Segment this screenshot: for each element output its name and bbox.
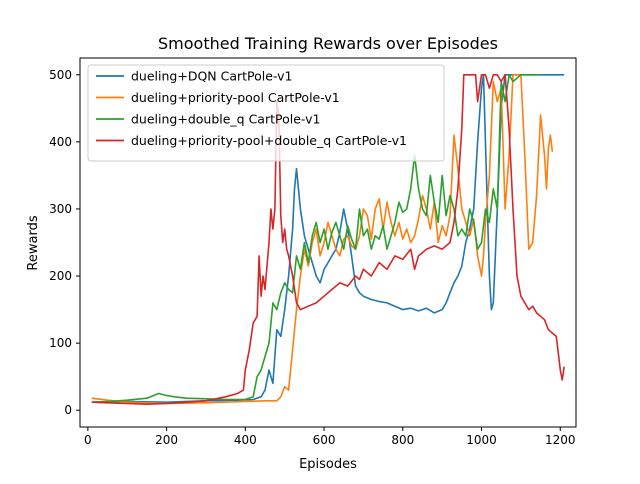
- x-tick-label: 1200: [545, 433, 576, 447]
- y-tick-label: 0: [64, 403, 72, 417]
- x-tick-label: 0: [84, 433, 92, 447]
- x-tick-label: 800: [391, 433, 414, 447]
- legend-label-3: dueling+double_q CartPole-v1: [131, 112, 320, 127]
- series-line-1: [91, 74, 565, 403]
- x-tick-label: 600: [313, 433, 336, 447]
- y-tick-label: 200: [49, 269, 72, 283]
- series-layer: [91, 74, 565, 405]
- x-tick-label: 200: [155, 433, 178, 447]
- legend-box: [87, 64, 445, 162]
- series-line-2: [91, 74, 554, 405]
- legend: dueling+DQN CartPole-v1 dueling+priority-…: [87, 64, 445, 162]
- plot-frame: [79, 57, 577, 428]
- y-axis-label: Rewards: [26, 215, 41, 270]
- y-tick-label: 100: [49, 336, 72, 350]
- y-tick-label: 500: [49, 68, 72, 82]
- y-tick-label: 300: [49, 202, 72, 216]
- x-axis-label: Episodes: [299, 457, 357, 472]
- legend-label-1: dueling+DQN CartPole-v1: [131, 69, 292, 84]
- series-line-4: [91, 74, 565, 405]
- x-axis: 0 200 400 600 800 1000 1200: [84, 427, 576, 447]
- chart-title: Smoothed Training Rewards over Episodes: [158, 34, 498, 53]
- series-line-3: [91, 74, 541, 403]
- x-tick-label: 1000: [466, 433, 497, 447]
- y-tick-label: 400: [49, 135, 72, 149]
- x-tick-label: 400: [234, 433, 257, 447]
- y-axis: 0 100 200 300 400 500: [49, 68, 80, 417]
- legend-label-4: dueling+priority-pool+double_q CartPole-…: [131, 133, 407, 148]
- legend-label-2: dueling+priority-pool CartPole-v1: [131, 90, 340, 105]
